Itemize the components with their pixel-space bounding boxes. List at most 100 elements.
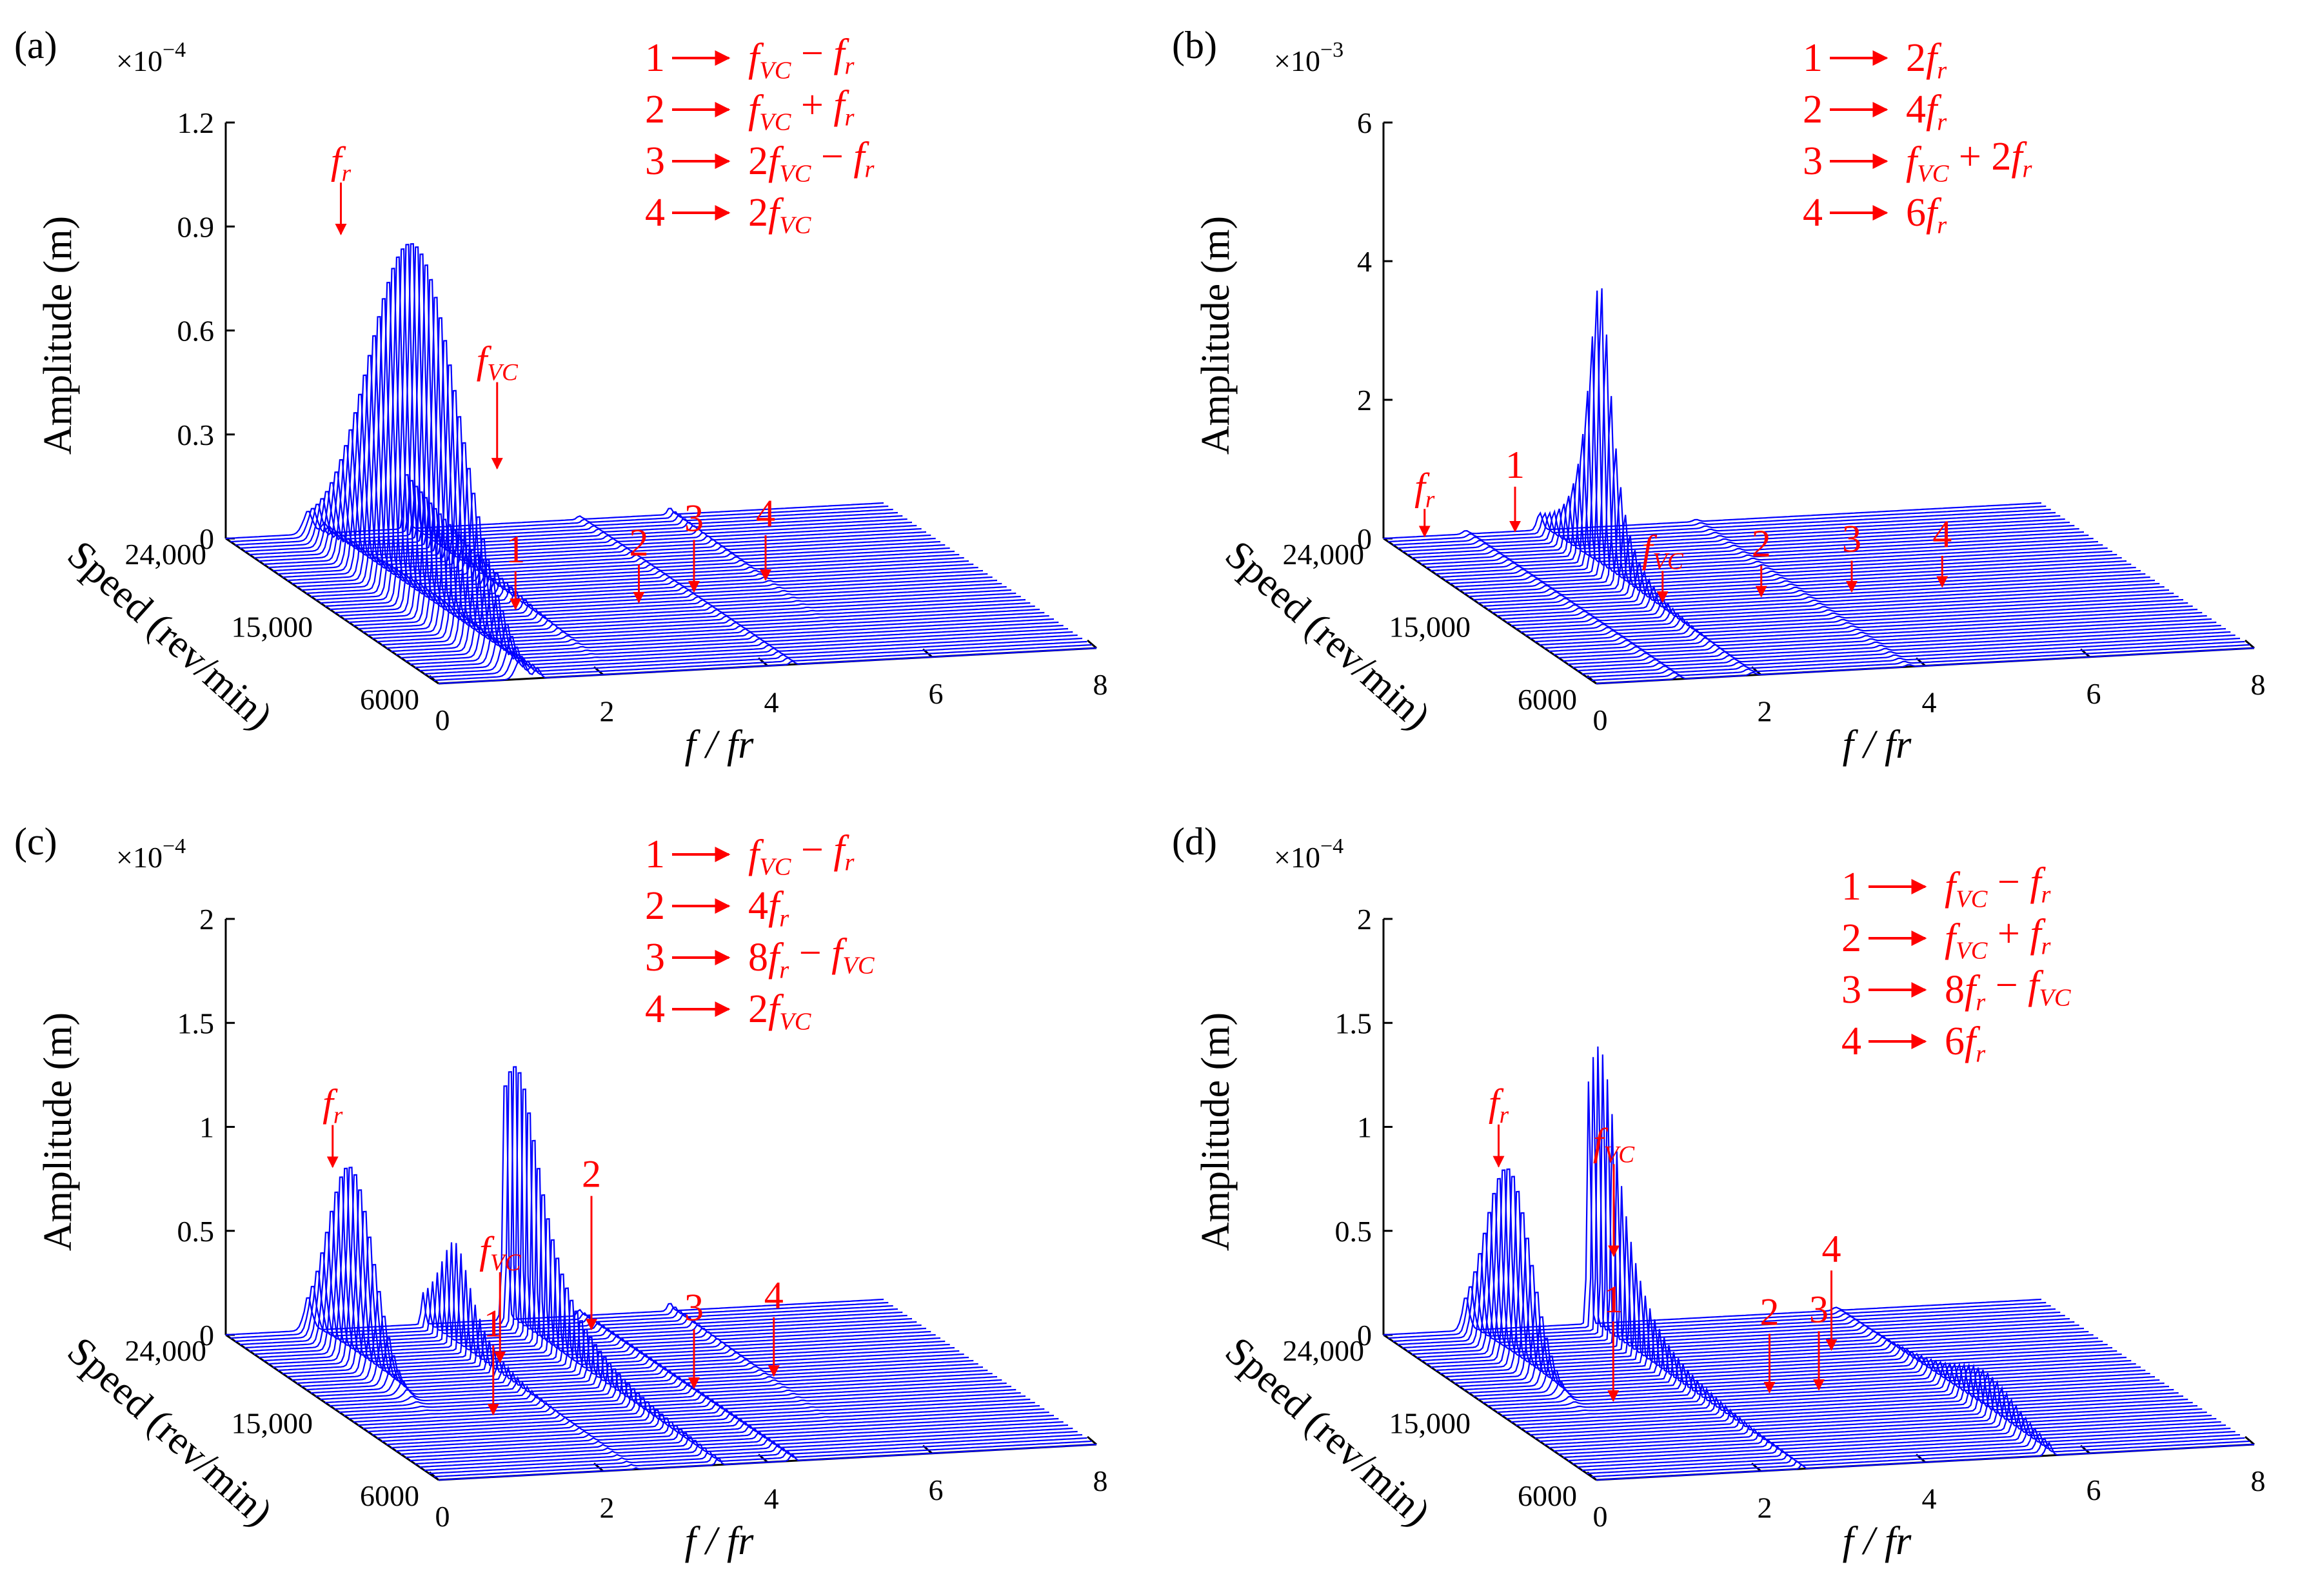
legend-number: 3 (1803, 139, 1823, 183)
legend-number: 4 (1803, 191, 1823, 235)
freq-axis-title: f / fr (1843, 1519, 1912, 1563)
freq-tick-label: 0 (435, 1500, 450, 1533)
speed-trace (1463, 1337, 2122, 1391)
z-tick-label: 0 (1357, 1319, 1372, 1352)
freq-tick-label: 0 (1593, 1500, 1608, 1533)
speed-trace (277, 393, 936, 575)
speed-trace (1511, 1362, 2170, 1423)
legend-number: 4 (645, 987, 665, 1031)
speed-trace (1502, 1362, 2160, 1417)
panel-label: (d) (1172, 820, 1217, 863)
callout-label: 2 (1752, 522, 1771, 565)
legend-expr: fVC​ − fr​ (748, 828, 855, 881)
speed-trace (1449, 1265, 2108, 1381)
speed-trace (377, 416, 1035, 643)
speed-trace (301, 1315, 960, 1388)
speed-trace (1591, 1437, 2250, 1478)
panel-label: (a) (14, 24, 57, 66)
speed-trace (348, 1382, 1007, 1420)
speed-trace (235, 486, 893, 546)
legend-item: 3 8fr​ − fVC​ (1841, 963, 2071, 1016)
speed-trace (1492, 576, 2150, 614)
callout-label: 3 (684, 497, 704, 539)
speed-trace (1445, 288, 2103, 582)
speed-trace (320, 248, 978, 604)
legend-number: 3 (1841, 968, 1861, 1012)
speed-trace (438, 647, 1097, 685)
freq-tick-label: 6 (2087, 677, 2101, 710)
legend-item: 2 4fr​ (1803, 88, 1947, 136)
z-tick-label: 0 (199, 522, 214, 555)
speed-trace (1473, 535, 2132, 601)
speed-trace (1520, 595, 2179, 633)
legend-number: 2 (1803, 88, 1823, 132)
freq-tick (2245, 639, 2255, 649)
speed-trace (1478, 1358, 2136, 1401)
callout-label: fr​ (322, 1082, 343, 1129)
speed-trace (292, 1263, 950, 1381)
speed-trace (405, 558, 1064, 662)
speed-trace (367, 364, 1026, 636)
speed-trace (1416, 483, 2075, 562)
callout-label: 2 (1760, 1290, 1780, 1333)
speed-trace (1581, 1427, 2241, 1472)
freq-axis-title: f / fr (685, 723, 755, 767)
legend-number: 2 (645, 88, 665, 132)
legend-item: 2 4fr​ (645, 884, 789, 932)
panel-label: (b) (1172, 24, 1217, 66)
multiplier-label: ×10−3 (1274, 38, 1343, 77)
speed-trace (273, 411, 931, 572)
z-tick-label: 0 (199, 1319, 214, 1352)
freq-tick (1087, 639, 1097, 649)
z-tick-label: 0.3 (177, 419, 215, 451)
panel-label: (c) (14, 820, 57, 863)
speed-trace (1487, 569, 2146, 611)
speed-trace (1572, 631, 2231, 669)
speed-trace (1425, 434, 2085, 569)
speed-trace (358, 317, 1016, 630)
speed-trace (1587, 1432, 2245, 1475)
freq-tick-label: 4 (1922, 686, 1937, 719)
legend-expr: fVC​ − fr​ (1945, 860, 2052, 913)
speed-trace (433, 644, 1092, 682)
speed-trace (1393, 508, 2051, 546)
callout-label: 4 (764, 1274, 784, 1317)
speed-trace (1549, 615, 2207, 653)
freq-tick-label: 4 (764, 686, 779, 719)
freq-tick-label: 8 (2251, 1464, 2266, 1497)
freq-tick-label: 8 (1093, 1464, 1108, 1497)
speed-trace (1596, 1442, 2255, 1481)
freq-tick-label: 8 (1093, 668, 1108, 701)
speed-trace (1482, 562, 2141, 607)
z-tick-label: 2 (199, 903, 214, 936)
waterfall-traces (225, 1066, 1097, 1481)
speed-trace (395, 1414, 1055, 1452)
speed-trace (1530, 1369, 2188, 1436)
speed-trace (1454, 1292, 2113, 1384)
speed-trace (306, 1328, 964, 1391)
speed-trace (282, 374, 941, 578)
legend: 1 fVC​ − fr​ 2 fVC​ + fr​ 3 8fr​ − fVC​ 4 6fr​ (1841, 860, 2071, 1068)
freq-tick-label: 6 (929, 677, 944, 710)
speed-tick-label: 24,000 (1283, 1334, 1365, 1367)
speed-tick-label: 6000 (1518, 683, 1577, 716)
speed-trace (324, 1357, 984, 1404)
legend-item: 1 fVC​ − fr​ (645, 32, 855, 84)
freq-tick (1087, 1435, 1097, 1446)
legend-number: 2 (645, 884, 665, 928)
speed-trace (1567, 627, 2226, 665)
legend-expr: 6fr​ (1945, 1020, 1986, 1068)
speed-trace (1563, 1404, 2221, 1459)
speed-trace (1516, 1363, 2174, 1426)
speed-trace (1544, 1379, 2203, 1446)
speed-trace (353, 1385, 1012, 1423)
z-tick-label: 0.9 (177, 210, 215, 243)
speed-trace (424, 1433, 1083, 1472)
speed-trace (372, 1398, 1031, 1436)
speed-trace (1388, 1057, 2047, 1339)
speed-trace (1473, 1356, 2132, 1397)
speed-trace (358, 1388, 1016, 1426)
speed-trace (1482, 1359, 2141, 1404)
speed-trace (429, 1437, 1087, 1475)
speed-trace (1468, 515, 2127, 598)
